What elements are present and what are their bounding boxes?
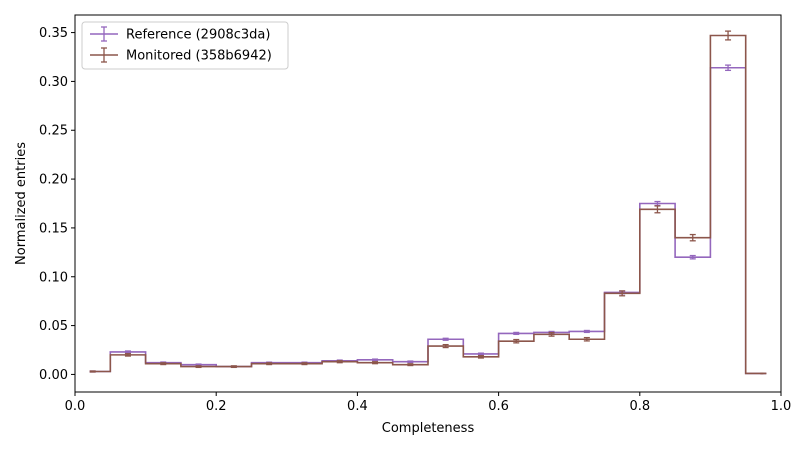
error-bar xyxy=(372,361,379,365)
error-bar xyxy=(583,329,590,334)
legend: Reference (2908c3da) Monitored (358b6942… xyxy=(81,21,289,70)
y-tick-label: 0.20 xyxy=(39,173,68,188)
error-bar xyxy=(442,337,449,341)
error-bar xyxy=(266,362,273,366)
y-tick-label: 0.30 xyxy=(39,75,68,90)
legend-errorbar-symbol xyxy=(90,26,118,42)
error-bar xyxy=(407,360,414,364)
y-axis-label: Normalized entries xyxy=(14,142,29,265)
error-bar xyxy=(619,290,626,297)
error-bar xyxy=(654,205,661,214)
error-bar xyxy=(195,365,202,369)
y-tick-label: 0.25 xyxy=(39,124,68,139)
error-bar xyxy=(548,331,555,337)
series-monitored xyxy=(89,30,767,375)
legend-label: Reference (2908c3da) xyxy=(126,28,270,43)
x-tick-label: 0.0 xyxy=(65,399,86,414)
error-bar xyxy=(301,362,308,366)
legend-entry-monitored: Monitored (358b6942) xyxy=(90,47,272,64)
y-tick-label: 0.05 xyxy=(39,319,68,334)
error-bar xyxy=(477,355,484,359)
plot-frame xyxy=(74,14,782,393)
y-tick-label: 0.15 xyxy=(39,221,68,236)
legend-box xyxy=(81,21,289,70)
error-bar xyxy=(230,365,237,369)
legend-errorbar-symbol xyxy=(90,47,118,63)
error-bar xyxy=(124,353,131,357)
error-bar xyxy=(725,64,732,72)
error-bar xyxy=(513,338,520,344)
legend-label: Monitored (358b6942) xyxy=(126,49,272,64)
error-bar xyxy=(124,350,131,354)
error-bar xyxy=(583,336,590,342)
y-axis: 0.00 0.05 0.10 0.15 0.20 0.25 0.30 0.35 xyxy=(39,26,75,383)
x-tick-label: 0.6 xyxy=(488,399,509,414)
legend-entry-reference: Reference (2908c3da) xyxy=(90,26,270,43)
series-layer xyxy=(89,30,767,375)
x-tick-label: 0.8 xyxy=(629,399,650,414)
error-bar xyxy=(725,30,732,41)
error-bar xyxy=(160,362,167,366)
series-step-line xyxy=(92,66,764,375)
error-bar xyxy=(442,343,449,349)
error-bar xyxy=(689,254,696,260)
y-tick-label: 0.10 xyxy=(39,270,68,285)
error-bar xyxy=(477,352,484,356)
x-axis-label: Completeness xyxy=(382,421,475,436)
x-axis: 0.0 0.2 0.4 0.6 0.8 1.0 xyxy=(65,392,792,414)
error-bar xyxy=(195,363,202,366)
x-tick-label: 0.2 xyxy=(206,399,227,414)
error-bar xyxy=(407,363,414,367)
error-bar xyxy=(513,331,520,336)
x-tick-label: 0.4 xyxy=(347,399,368,414)
error-bar xyxy=(689,233,696,242)
error-bar xyxy=(372,358,379,362)
error-bar xyxy=(89,370,96,373)
y-tick-label: 0.00 xyxy=(39,368,68,383)
x-tick-label: 1.0 xyxy=(771,399,792,414)
error-bar xyxy=(336,360,343,364)
y-tick-label: 0.35 xyxy=(39,26,68,41)
